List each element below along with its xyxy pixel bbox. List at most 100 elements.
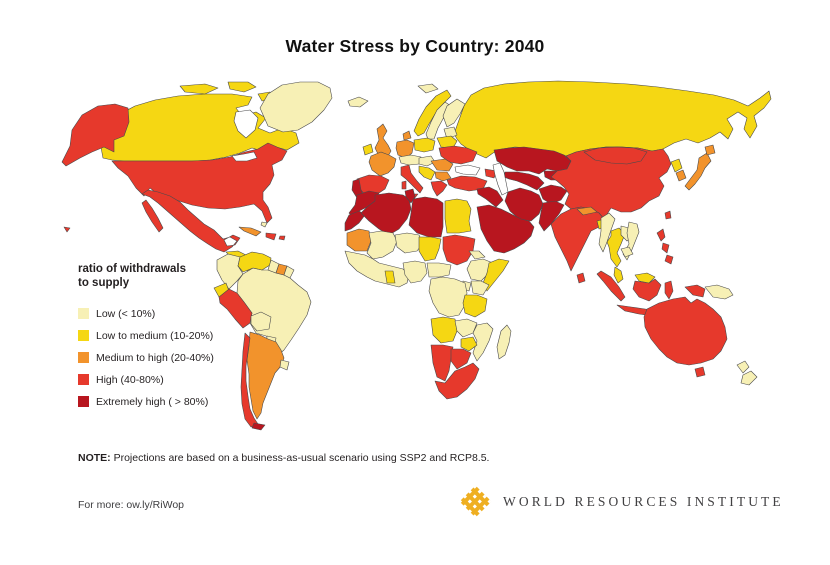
legend-items: Low (< 10%) Low to medium (10-20%) Mediu… xyxy=(78,303,238,413)
country-tasmania xyxy=(694,366,706,378)
country-romania xyxy=(430,158,454,172)
country-angola xyxy=(430,316,458,344)
country-iraq-syria xyxy=(476,186,504,208)
country-borneo-malaysia xyxy=(634,272,656,284)
country-cuba xyxy=(238,226,262,237)
country-baltics xyxy=(443,126,458,140)
legend-item-low-medium: Low to medium (10-20%) xyxy=(78,325,238,347)
country-somalia xyxy=(482,258,510,292)
legend-label: Low (< 10%) xyxy=(96,307,156,320)
country-chad xyxy=(418,236,442,262)
legend: ratio of withdrawals to supply Low (< 10… xyxy=(78,262,238,413)
country-hungary xyxy=(418,155,436,167)
country-finland xyxy=(442,98,466,128)
country-taiwan xyxy=(664,210,672,220)
wri-logo-text: WORLD RESOURCES INSTITUTE xyxy=(503,493,784,509)
country-alaska xyxy=(61,103,130,167)
for-more-link: For more: ow.ly/RiWop xyxy=(78,499,184,511)
country-borneo-indonesia xyxy=(632,278,662,302)
country-cambodia xyxy=(620,246,634,258)
country-drc xyxy=(428,276,468,318)
country-nigeria xyxy=(402,260,428,284)
country-belarus xyxy=(436,135,458,149)
page-title: Water Stress by Country: 2040 xyxy=(285,36,545,56)
country-norway xyxy=(413,89,452,137)
country-sardinia xyxy=(401,180,407,190)
hudson-bay xyxy=(233,109,259,139)
country-south-korea xyxy=(675,169,687,182)
country-nepal xyxy=(576,206,598,216)
legend-heading: ratio of withdrawals to supply xyxy=(78,262,238,291)
country-peru xyxy=(218,288,253,329)
legend-label: Extremely high ( > 80%) xyxy=(96,395,209,408)
country-hawaii xyxy=(63,226,71,233)
legend-item-medium-high: Medium to high (20-40%) xyxy=(78,347,238,369)
country-bolivia xyxy=(250,311,272,332)
country-ghana xyxy=(384,270,396,284)
country-denmark xyxy=(402,130,412,141)
country-mauritania xyxy=(346,228,372,252)
country-mozambique xyxy=(472,322,494,362)
country-australia xyxy=(643,296,728,366)
wri-logo-icon xyxy=(459,485,492,518)
legend-label: High (40-80%) xyxy=(96,373,164,386)
country-french-guiana xyxy=(283,265,295,279)
country-algeria xyxy=(360,192,412,236)
country-tierra-del-fuego xyxy=(251,422,266,431)
country-poland xyxy=(413,137,436,153)
country-tanzania xyxy=(462,294,488,318)
legend-label: Low to medium (10-20%) xyxy=(96,329,214,342)
country-greece xyxy=(430,180,448,197)
country-zimbabwe xyxy=(460,336,478,352)
country-italy xyxy=(400,164,424,194)
legend-swatch-medium-high xyxy=(78,352,89,364)
country-western-sahara xyxy=(344,210,366,232)
country-morocco xyxy=(348,190,380,218)
country-sumatra xyxy=(596,270,626,302)
country-egypt xyxy=(444,198,472,234)
country-kenya xyxy=(470,280,490,296)
wri-logo: WORLD RESOURCES INSTITUTE xyxy=(459,485,784,518)
country-mongolia xyxy=(583,146,648,165)
country-india xyxy=(550,206,605,272)
country-alpine xyxy=(398,154,422,166)
country-namibia xyxy=(430,344,454,382)
country-colombia xyxy=(216,253,244,290)
country-arctic-islands xyxy=(179,83,219,95)
country-balkans xyxy=(418,165,436,181)
caspian-sea xyxy=(492,162,509,196)
great-lakes xyxy=(231,151,258,162)
country-sri-lanka xyxy=(576,272,586,284)
country-cameroon-car xyxy=(426,262,452,278)
legend-swatch-extremely-high xyxy=(78,396,89,408)
note: NOTE: Projections are based on a busines… xyxy=(78,452,489,464)
country-chile xyxy=(240,332,259,428)
country-russia xyxy=(453,80,772,159)
country-france xyxy=(368,151,397,177)
legend-heading-line2: to supply xyxy=(78,277,130,290)
country-madagascar xyxy=(496,324,512,360)
country-puerto-rico xyxy=(278,235,286,241)
country-sulawesi xyxy=(664,280,674,300)
legend-heading-line1: ratio of withdrawals xyxy=(78,263,186,275)
country-uk xyxy=(374,123,392,159)
country-philippines xyxy=(656,228,674,265)
country-ukraine xyxy=(438,145,478,165)
note-label: NOTE: xyxy=(78,452,111,464)
country-iran xyxy=(504,187,544,222)
legend-swatch-low xyxy=(78,308,89,320)
country-hokkaido xyxy=(704,144,716,156)
note-text: Projections are based on a business-as-u… xyxy=(110,452,490,464)
black-sea xyxy=(454,164,481,176)
country-libya xyxy=(408,196,444,238)
country-bahamas xyxy=(260,221,268,228)
country-japan xyxy=(684,152,712,191)
country-hispaniola xyxy=(265,232,277,241)
country-arctic-islands xyxy=(227,81,257,93)
country-uzbekistan-turkmenistan xyxy=(503,171,545,191)
country-ireland xyxy=(362,143,374,156)
country-bulgaria xyxy=(434,171,452,182)
country-greenland xyxy=(259,81,333,133)
legend-swatch-low-medium xyxy=(78,330,89,342)
country-iceland xyxy=(347,96,369,108)
